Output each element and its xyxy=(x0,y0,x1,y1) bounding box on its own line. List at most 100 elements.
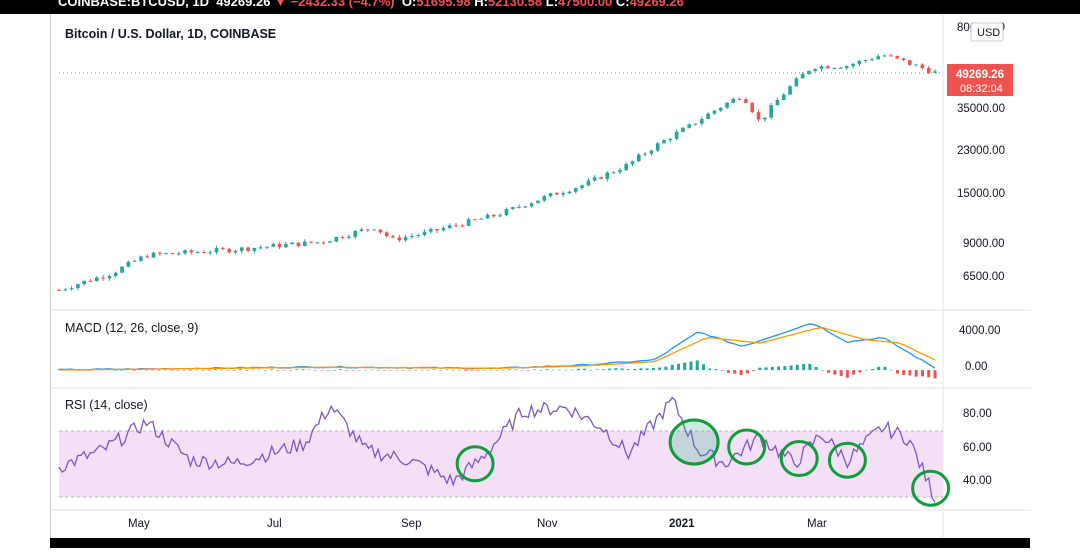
macd-histogram-bar xyxy=(389,369,393,371)
macd-histogram-bar xyxy=(451,369,455,371)
macd-histogram-bar xyxy=(289,370,293,371)
macd-histogram-bar xyxy=(132,370,136,371)
candle-body xyxy=(863,60,868,62)
macd-histogram-bar xyxy=(570,369,574,371)
candle-body xyxy=(624,164,628,171)
candle-body xyxy=(605,172,610,179)
candle-body xyxy=(907,60,912,65)
candle-body xyxy=(76,284,80,289)
candle-body xyxy=(353,230,358,237)
macd-histogram-bar xyxy=(558,369,562,371)
macd-histogram-bar xyxy=(933,370,937,379)
candle-body xyxy=(731,98,736,103)
currency-badge[interactable] xyxy=(970,22,1004,42)
macd-histogram-bar xyxy=(858,370,862,373)
candle-body xyxy=(221,248,225,250)
macd-histogram-bar xyxy=(176,369,180,371)
candle-body xyxy=(145,256,150,258)
macd-histogram-bar xyxy=(645,368,649,371)
macd-histogram-bar xyxy=(833,370,837,375)
macd-histogram-bar xyxy=(301,369,305,371)
header-h-val: 52130.58 xyxy=(487,0,543,9)
time-tick-may: May xyxy=(128,518,150,530)
candle-body xyxy=(775,100,780,106)
candle-body xyxy=(668,138,673,141)
macd-histogram-bar xyxy=(213,369,217,371)
bottom-bar xyxy=(50,538,1030,548)
macd-histogram-bar xyxy=(407,370,411,371)
candle-body xyxy=(435,229,439,231)
candle-body xyxy=(857,60,862,64)
candle-body xyxy=(479,218,484,220)
macd-histogram-bar xyxy=(814,366,818,371)
candle-body xyxy=(844,66,849,68)
macd-histogram-bar xyxy=(138,369,142,371)
candle-body xyxy=(586,180,591,186)
macd-histogram-bar xyxy=(395,370,399,371)
candle-body xyxy=(561,193,565,195)
candle-body xyxy=(781,94,786,101)
rsi-highlight-circle xyxy=(455,445,495,483)
candle-body xyxy=(838,67,843,69)
macd-histogram-bar xyxy=(345,370,349,371)
macd-histogram-bar xyxy=(539,370,543,371)
macd-histogram-bar xyxy=(145,369,149,371)
candle-body xyxy=(800,74,805,79)
price-tick-9000: 9000.00 xyxy=(963,238,1005,250)
candle-body xyxy=(284,244,288,248)
macd-histogram-bar xyxy=(870,368,874,371)
macd-histogram-bar xyxy=(839,370,843,377)
rsi-line xyxy=(58,396,936,503)
macd-histogram-bar xyxy=(257,369,261,371)
macd-histogram-bar xyxy=(533,369,537,371)
macd-histogram-bar xyxy=(708,368,712,371)
currency-label: USD xyxy=(977,27,1000,39)
candle-body xyxy=(290,242,294,245)
macd-histogram-bar xyxy=(470,370,474,371)
macd-histogram-bar xyxy=(770,366,774,371)
candle-body xyxy=(794,78,799,87)
macd-title: MACD (12, 26, close, 9) xyxy=(65,321,198,335)
macd-histogram-bar xyxy=(520,370,524,371)
macd-histogram-bar xyxy=(783,366,787,371)
header-symbol: COINBASE:BTCUSD, 1D xyxy=(58,0,209,9)
candle-body xyxy=(139,256,143,261)
candle-body xyxy=(359,229,364,231)
macd-histogram-bar xyxy=(238,369,242,371)
candle-body xyxy=(258,247,263,249)
macd-histogram-bar xyxy=(445,369,449,371)
candle-body xyxy=(681,127,685,132)
macd-histogram-bar xyxy=(226,370,230,371)
left-margin xyxy=(0,14,50,548)
header-c-label: C: xyxy=(615,0,630,9)
candle-body xyxy=(447,225,452,229)
macd-histogram-bar xyxy=(695,360,699,371)
macd-histogram-bar xyxy=(683,362,687,371)
candle-body xyxy=(321,242,326,244)
header-last: 49269.26 xyxy=(216,0,271,9)
candle-body xyxy=(170,253,175,255)
macd-histogram-bar xyxy=(251,369,255,371)
macd-histogram-bar xyxy=(789,365,793,371)
macd-histogram-bar xyxy=(320,370,324,371)
candle-body xyxy=(366,229,370,231)
candle-body xyxy=(920,64,925,68)
macd-histogram-bar xyxy=(370,369,374,371)
candle-body xyxy=(819,66,824,69)
candle-body xyxy=(422,231,427,235)
candle-body xyxy=(202,252,206,254)
right-margin xyxy=(1030,14,1080,548)
macd-histogram-bar xyxy=(676,363,680,371)
candle-body xyxy=(158,252,162,254)
candle-body xyxy=(655,143,660,151)
candle-body xyxy=(315,242,320,244)
macd-histogram-bar xyxy=(207,370,211,371)
candle-body xyxy=(718,107,723,111)
candle-body xyxy=(69,288,74,290)
chart-canvas[interactable]: Bitcoin / U.S. Dollar, 1D, COINBASE MACD… xyxy=(51,14,1031,548)
macd-histogram-bar xyxy=(188,370,192,371)
chart-frame: Bitcoin / U.S. Dollar, 1D, COINBASE MACD… xyxy=(50,14,1031,548)
macd-histogram-bar xyxy=(902,370,906,375)
candle-body xyxy=(176,253,181,255)
candle-body xyxy=(397,237,402,241)
